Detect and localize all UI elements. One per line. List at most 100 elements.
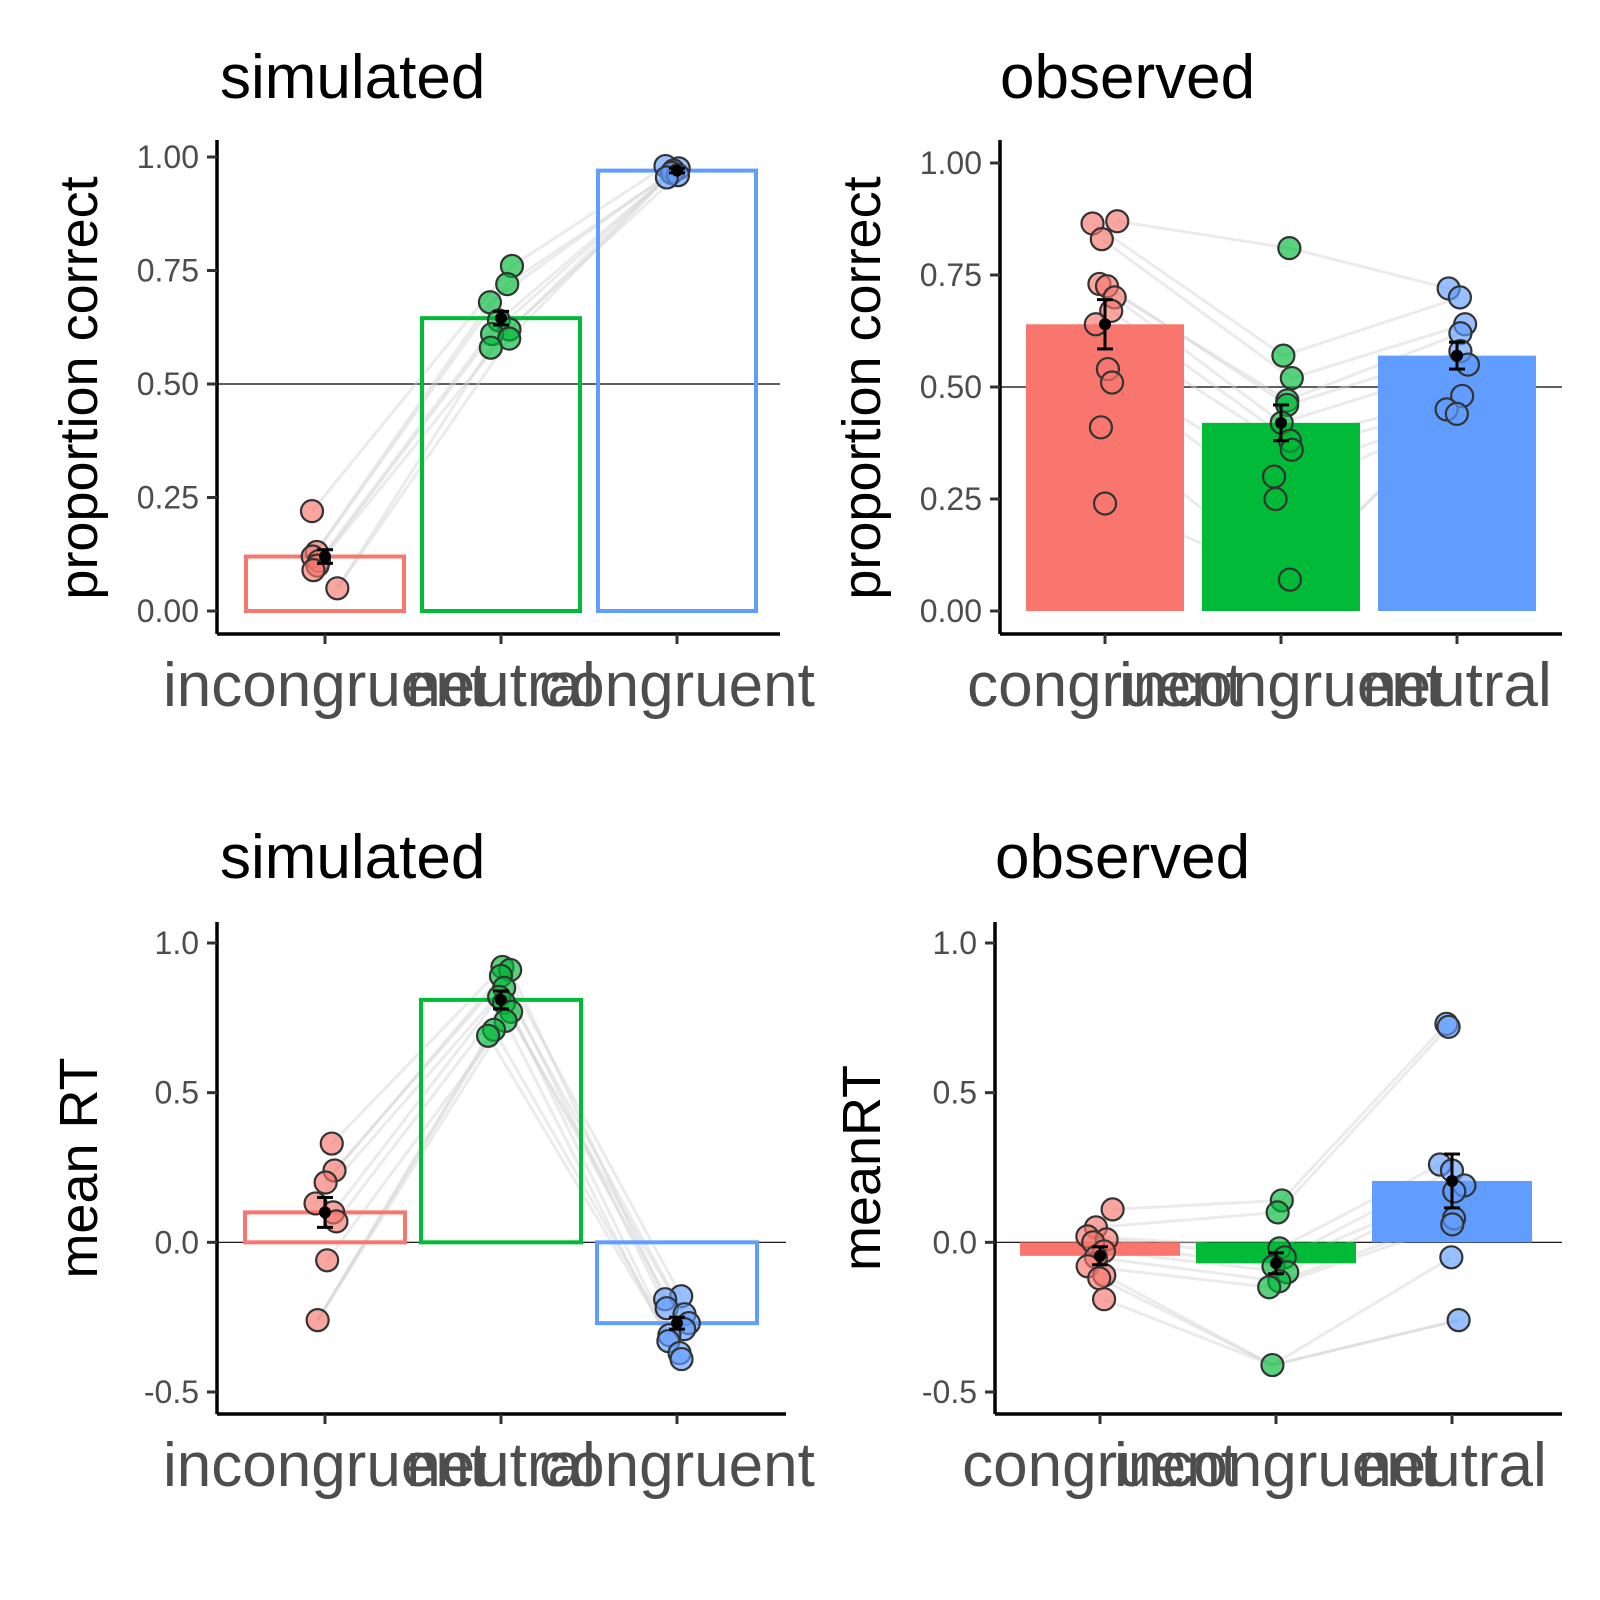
data-point — [319, 1131, 344, 1156]
data-point — [1099, 370, 1125, 395]
y-axis-title: mean RT — [49, 1057, 109, 1278]
bar-neutral — [420, 316, 582, 613]
y-tick-label: 1.00 — [920, 145, 982, 181]
data-point — [299, 499, 325, 524]
mean-marker — [1275, 416, 1287, 429]
data-point — [1091, 1287, 1117, 1312]
data-point — [1277, 567, 1303, 592]
subject-line — [1103, 1297, 1459, 1367]
y-tick-label: 1.00 — [137, 139, 199, 175]
data-point — [478, 335, 503, 360]
x-tick-label-congruent: congruent — [539, 1431, 815, 1500]
mean-marker — [671, 1317, 683, 1330]
panel-accuracy-simulated: simulated proportion correct 0.00 0.25 0.50 0… — [49, 43, 815, 720]
y-tick-label: 0.5 — [155, 1075, 199, 1111]
subject-line — [316, 1017, 670, 1342]
y-axis-title: proportion correct — [49, 176, 109, 599]
data-point — [1436, 1014, 1461, 1039]
mean-marker — [1270, 1257, 1282, 1270]
y-tick-label: -0.5 — [144, 1374, 199, 1410]
mean-marker — [1446, 1174, 1458, 1187]
panel-rt-observed: observed meanRT -0.5 0.0 0.5 1.0 congruentinco… — [832, 823, 1562, 1500]
bar-congruent — [596, 168, 758, 613]
y-axis-title: proportion correct — [832, 176, 892, 599]
data-point — [1105, 209, 1130, 234]
panel-title: simulated — [220, 823, 485, 892]
panel-title: observed — [1000, 43, 1255, 112]
x-tick-label-incongruent: incongruent — [1119, 651, 1443, 720]
data-point — [1087, 1266, 1112, 1291]
data-point — [495, 272, 520, 297]
y-axis-title: meanRT — [832, 1065, 892, 1271]
y-tick-label: 0.50 — [137, 366, 199, 402]
y-tick-label: 0.75 — [920, 257, 982, 293]
error-bar-incongruent — [317, 1195, 333, 1229]
y-tick-label: 1.0 — [933, 925, 977, 961]
data-point — [1088, 415, 1114, 440]
data-point — [1439, 1245, 1464, 1270]
x-tick-label-neutral: neutral — [406, 1431, 596, 1500]
error-bar-congruent — [669, 164, 685, 177]
subject-line — [325, 1008, 671, 1336]
data-point — [313, 1170, 338, 1195]
x-tick-label-neutral: neutral — [1357, 1431, 1547, 1500]
x-tick-label-congruent: congruent — [539, 651, 815, 720]
subject-line — [312, 176, 668, 572]
x-tick-label-incongruent: incongruent — [163, 1431, 487, 1500]
error-bar-neutral — [1444, 1152, 1460, 1210]
data-point — [1263, 486, 1288, 512]
x-tick-label-neutral: neutral — [406, 651, 596, 720]
error-bar-neutral — [493, 309, 509, 327]
subject-line — [335, 1000, 686, 1330]
mean-marker — [495, 993, 507, 1006]
error-bar-incongruent — [317, 548, 333, 565]
panel-title: simulated — [220, 43, 485, 112]
data-point — [669, 1346, 694, 1372]
subject-line — [336, 176, 668, 590]
panel-title: observed — [995, 823, 1250, 892]
error-bar-congruent — [1097, 298, 1113, 351]
y-tick-label: 0.25 — [137, 480, 199, 516]
data-point — [325, 576, 350, 601]
mean-marker — [319, 1206, 331, 1219]
data-point — [1271, 343, 1296, 368]
data-point — [1100, 1197, 1125, 1222]
data-point — [305, 1308, 330, 1333]
panel-rt-simulated: simulated mean RT -0.5 0.0 0.5 1.0 incongruent… — [49, 823, 815, 1500]
x-tick-label-neutral: neutral — [1362, 651, 1552, 720]
mean-marker — [1094, 1249, 1106, 1262]
error-bar-neutral — [1449, 340, 1465, 371]
subject-line — [316, 174, 680, 567]
data-point — [315, 1248, 340, 1273]
y-tick-label: 0.75 — [137, 253, 199, 289]
y-tick-label: 0.0 — [933, 1224, 977, 1260]
y-tick-label: 0.25 — [920, 481, 982, 517]
data-point — [1261, 464, 1287, 489]
data-point — [1447, 285, 1472, 310]
data-point — [1277, 236, 1302, 261]
mean-marker — [495, 312, 507, 325]
data-point — [1089, 227, 1114, 252]
x-tick-label-congruent: congruent — [962, 1431, 1238, 1500]
data-point — [1257, 1275, 1282, 1300]
y-tick-label: 0.50 — [920, 369, 982, 405]
y-tick-label: 0.5 — [933, 1075, 977, 1111]
y-tick-label: 0.0 — [155, 1224, 199, 1260]
mean-marker — [671, 164, 683, 177]
x-tick-label-incongruent: incongruent — [163, 651, 487, 720]
x-tick-label-incongruent: incongruent — [1114, 1431, 1438, 1500]
mean-marker — [1451, 349, 1463, 362]
panel-accuracy-observed: observed proportion correct 0.00 0.25 0.50 0.… — [832, 43, 1562, 720]
mean-marker — [319, 550, 331, 563]
y-tick-label: 0.00 — [920, 593, 982, 629]
data-point — [1265, 1200, 1290, 1225]
data-point — [1260, 1352, 1285, 1378]
x-tick-label-congruent: congruent — [967, 651, 1243, 720]
data-point — [475, 1023, 501, 1048]
error-bar-congruent — [669, 1315, 685, 1331]
subject-line — [336, 176, 668, 590]
data-point — [1444, 401, 1469, 426]
y-tick-label: -0.5 — [922, 1374, 977, 1410]
mean-marker — [1099, 318, 1111, 331]
